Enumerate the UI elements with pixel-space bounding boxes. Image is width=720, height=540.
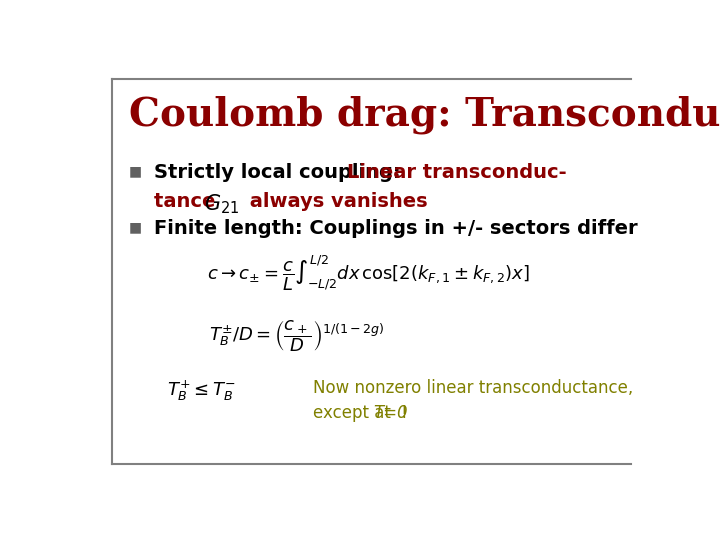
Text: Finite length: Couplings in +/- sectors differ: Finite length: Couplings in +/- sectors … [154, 219, 638, 238]
Text: Now nonzero linear transconductance,: Now nonzero linear transconductance, [313, 379, 634, 397]
Text: T=0: T=0 [374, 404, 408, 422]
Text: Linear transconduc-: Linear transconduc- [347, 163, 567, 181]
Text: !: ! [400, 404, 407, 422]
Text: except at: except at [313, 404, 396, 422]
Text: Coulomb drag: Transconductance: Coulomb drag: Transconductance [129, 96, 720, 134]
Text: tance: tance [154, 192, 229, 211]
Text: Strictly local coupling:: Strictly local coupling: [154, 163, 408, 181]
Text: ■: ■ [129, 165, 142, 179]
Text: $G_{21}$: $G_{21}$ [204, 192, 240, 216]
Text: always vanishes: always vanishes [243, 192, 428, 211]
Text: ■: ■ [129, 221, 142, 235]
Text: $c \rightarrow c_{\pm} = \dfrac{c}{L} \int_{-L/2}^{L/2} dx\,\cos\!\left[2(k_{F,1: $c \rightarrow c_{\pm} = \dfrac{c}{L} \i… [207, 254, 531, 293]
Text: $T_B^{+} \leq T_B^{-}$: $T_B^{+} \leq T_B^{-}$ [167, 379, 236, 403]
Text: $T_B^{\pm} / D = \left(\dfrac{c_+}{D}\right)^{1/(1-2g)}$: $T_B^{\pm} / D = \left(\dfrac{c_+}{D}\ri… [209, 319, 384, 354]
